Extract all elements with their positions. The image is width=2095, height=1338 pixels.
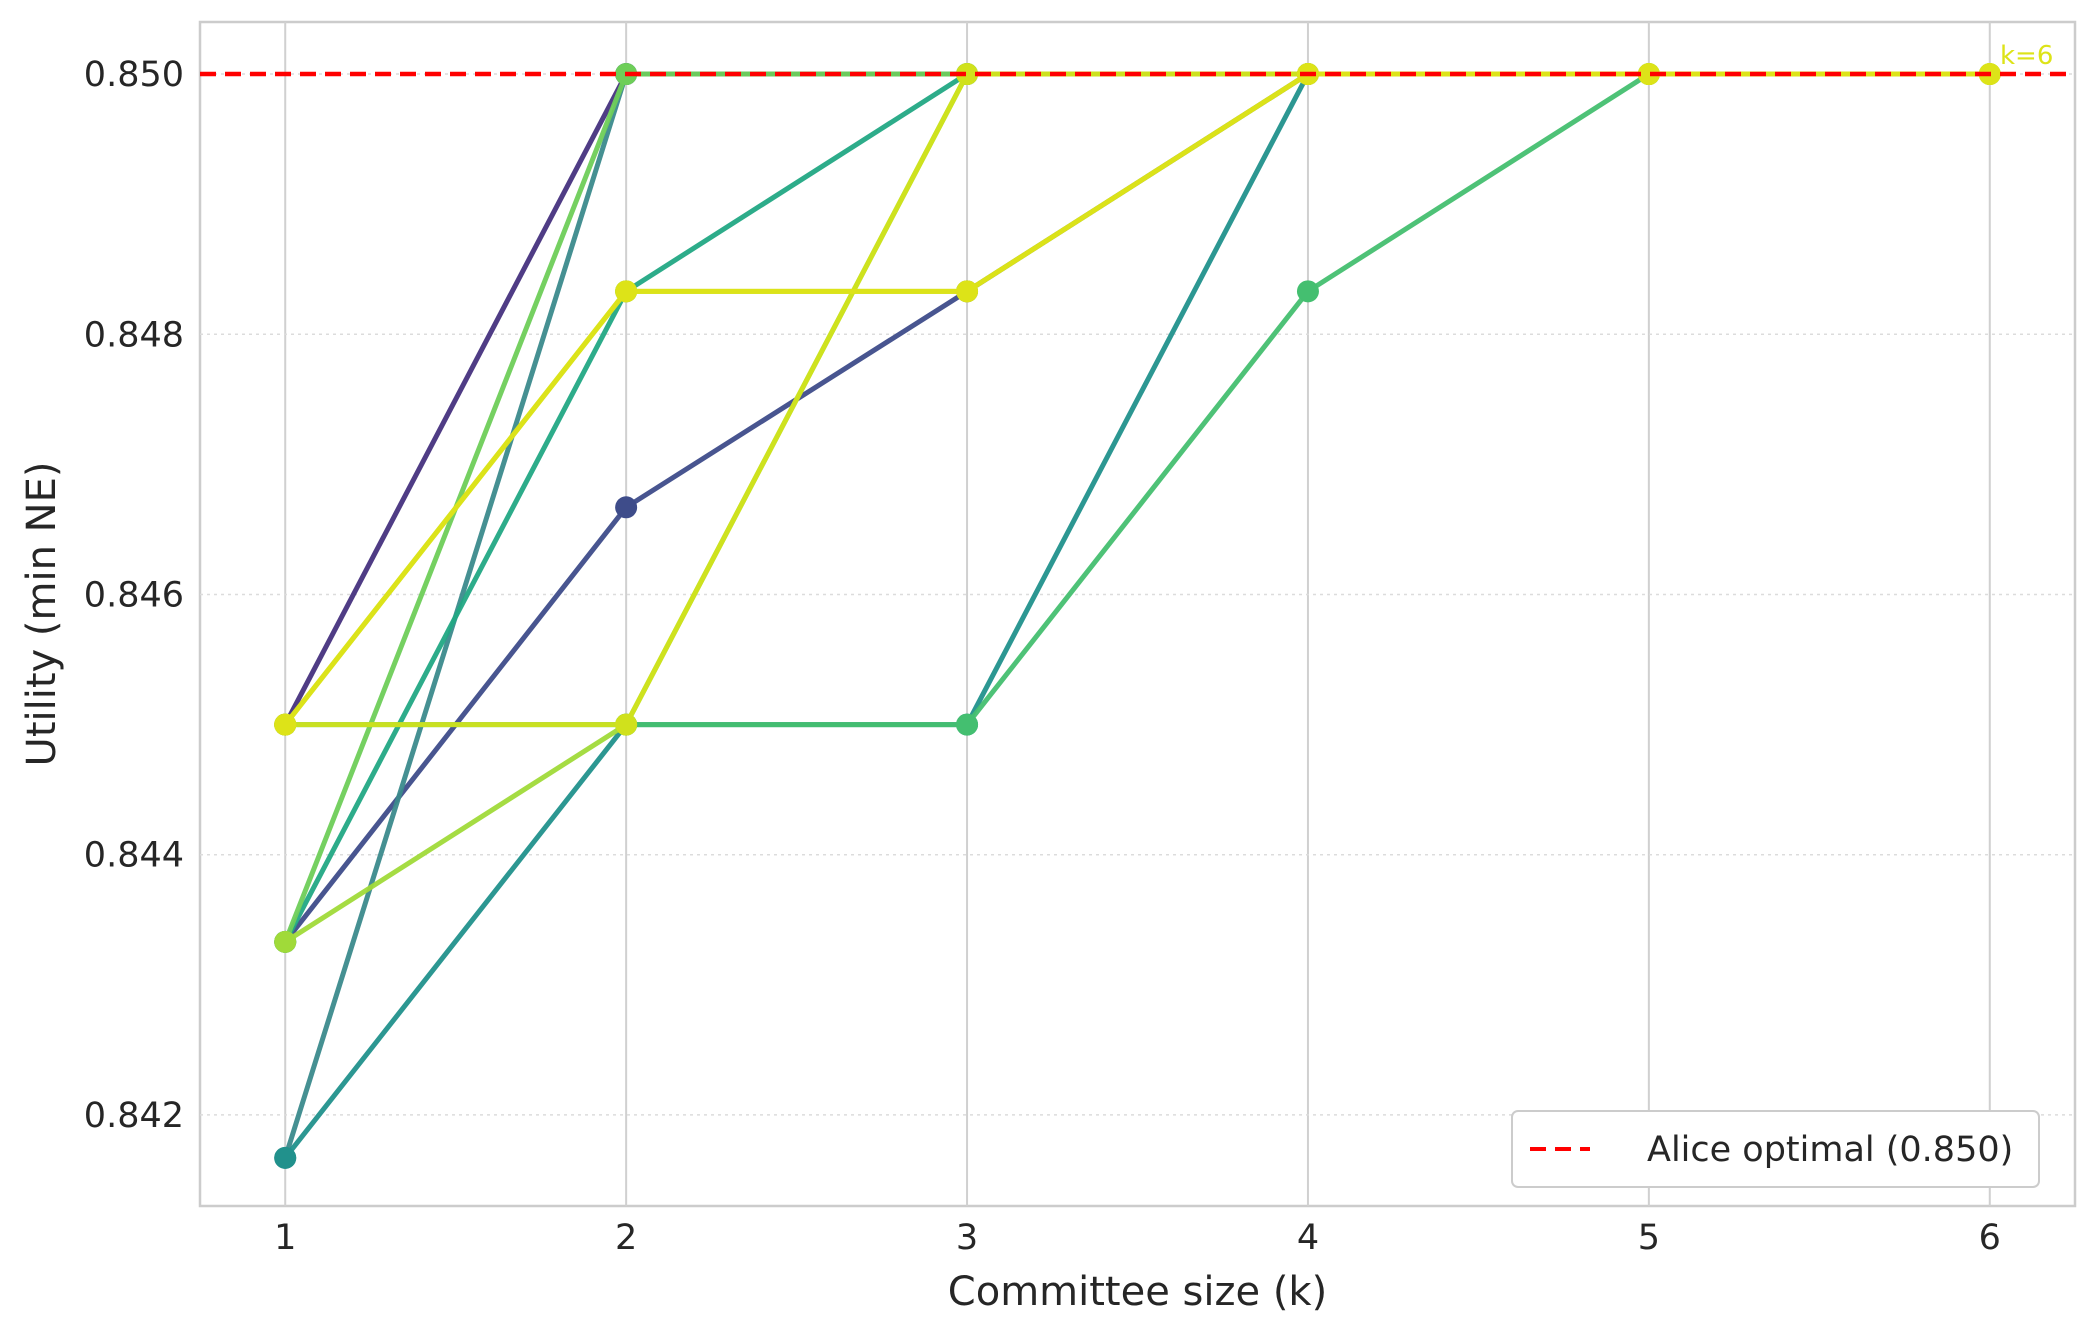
tick-labels: 1 2 3 4 5 6 0.842 0.844 0.846 0.848 0.850 — [84, 55, 2001, 1258]
y-tick-label: 0.844 — [84, 836, 184, 876]
y-tick-label: 0.848 — [84, 315, 184, 355]
series-line — [283, 72, 629, 726]
x-tick-label: 3 — [956, 1218, 978, 1258]
series-annotation: k=6 — [2000, 41, 2053, 71]
data-point — [274, 930, 297, 953]
data-point — [615, 496, 638, 519]
data-point — [274, 713, 297, 736]
x-tick-label: 6 — [1979, 1218, 2001, 1258]
data-point — [615, 280, 638, 303]
data-point — [615, 713, 638, 736]
x-axis-label: Committee size (k) — [948, 1269, 1327, 1315]
y-axis-label: Utility (min NE) — [19, 462, 65, 767]
x-tick-label: 5 — [1638, 1218, 1660, 1258]
data-point — [956, 713, 979, 736]
x-tick-label: 4 — [1297, 1218, 1319, 1258]
y-tick-label: 0.850 — [84, 55, 184, 95]
data-point — [956, 280, 979, 303]
data-point — [956, 63, 979, 86]
x-tick-label: 2 — [615, 1218, 637, 1258]
plot-area — [198, 20, 2077, 1208]
legend-label: Alice optimal (0.850) — [1647, 1130, 2013, 1170]
data-point — [1637, 63, 1660, 86]
legend-box — [1511, 1110, 2040, 1188]
y-tick-label: 0.842 — [84, 1096, 184, 1136]
data-point — [274, 1146, 297, 1169]
x-tick-label: 1 — [274, 1218, 296, 1258]
legend: Alice optimal (0.850) — [1511, 1110, 2040, 1188]
y-tick-label: 0.846 — [84, 575, 184, 615]
data-point — [1296, 280, 1319, 303]
